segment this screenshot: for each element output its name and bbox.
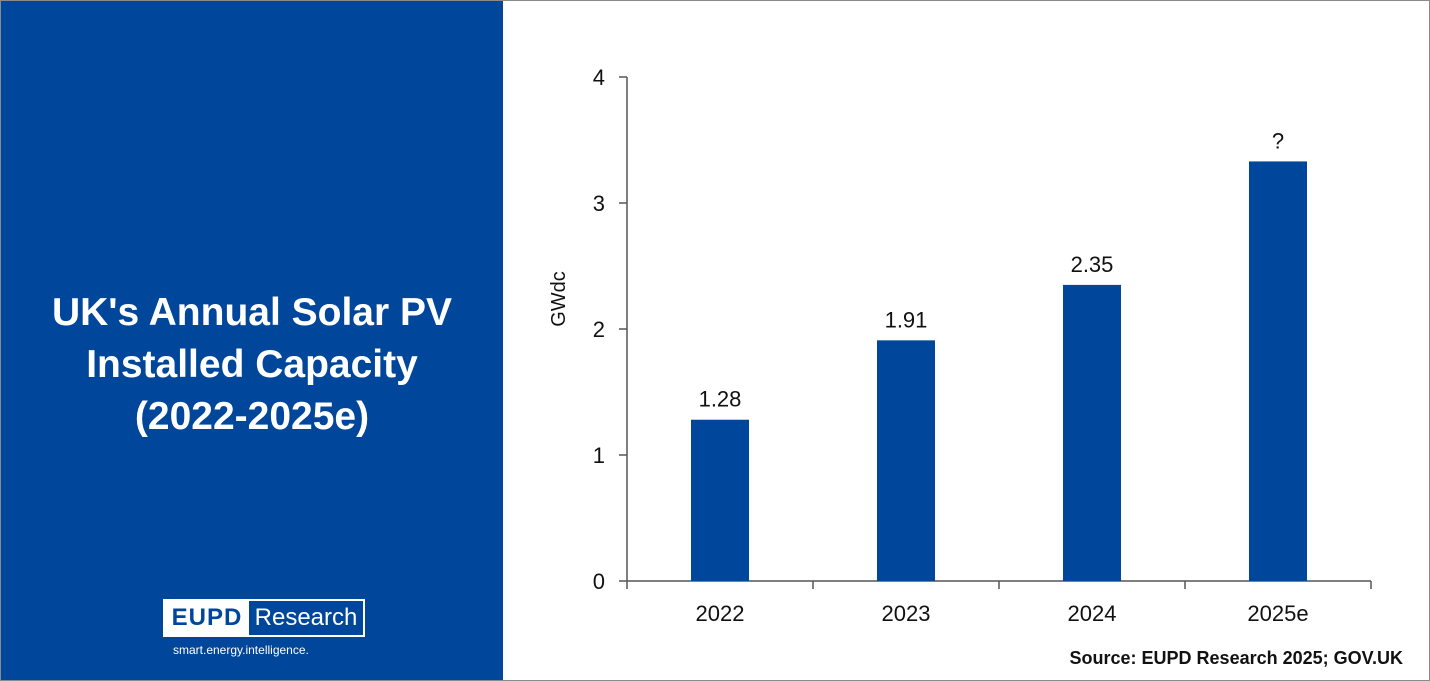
y-tick-label: 2 xyxy=(593,317,605,342)
data-label: 1.28 xyxy=(699,387,742,412)
data-label: 2.35 xyxy=(1071,252,1114,277)
data-label: 1.91 xyxy=(885,307,928,332)
headline-line-2: Installed Capacity xyxy=(86,343,418,386)
chart-headline: UK's Annual Solar PV Installed Capacity … xyxy=(1,287,503,443)
bar-2024 xyxy=(1063,284,1121,581)
data-label: ? xyxy=(1272,128,1284,153)
bar-2025e xyxy=(1249,161,1307,582)
logo-eupd-text: EUPD xyxy=(165,601,249,635)
eupd-logo: EUPD Research xyxy=(163,599,365,637)
x-tick-label: 2023 xyxy=(882,601,931,626)
bar-2023 xyxy=(877,340,935,581)
headline-line-1: UK's Annual Solar PV xyxy=(51,291,453,334)
bar-chart: 0 1 2 3 4 GWdc 2022 1.28 2023 1.91 2024 2.35 2025e? xyxy=(548,65,1372,626)
y-tick-label: 1 xyxy=(593,443,605,468)
x-tick-label: 2024 xyxy=(1068,601,1117,626)
logo-tagline: smart.energy.intelligence. xyxy=(173,643,309,657)
y-tick-label: 0 xyxy=(593,569,605,594)
title-panel: UK's Annual Solar PV Installed Capacity … xyxy=(1,1,503,680)
y-axis-title: GWdc xyxy=(548,271,570,327)
headline-line-3: (2022-2025e) xyxy=(134,395,370,438)
y-tick-label: 3 xyxy=(593,191,605,216)
x-tick-label: 2022 xyxy=(696,601,745,626)
x-tick-label: 2025e xyxy=(1247,601,1308,626)
logo-research-text: Research xyxy=(254,604,358,631)
y-tick-label: 4 xyxy=(593,65,605,90)
bar-2022 xyxy=(691,419,749,581)
source-note: Source: EUPD Research 2025; GOV.UK xyxy=(1069,648,1403,668)
